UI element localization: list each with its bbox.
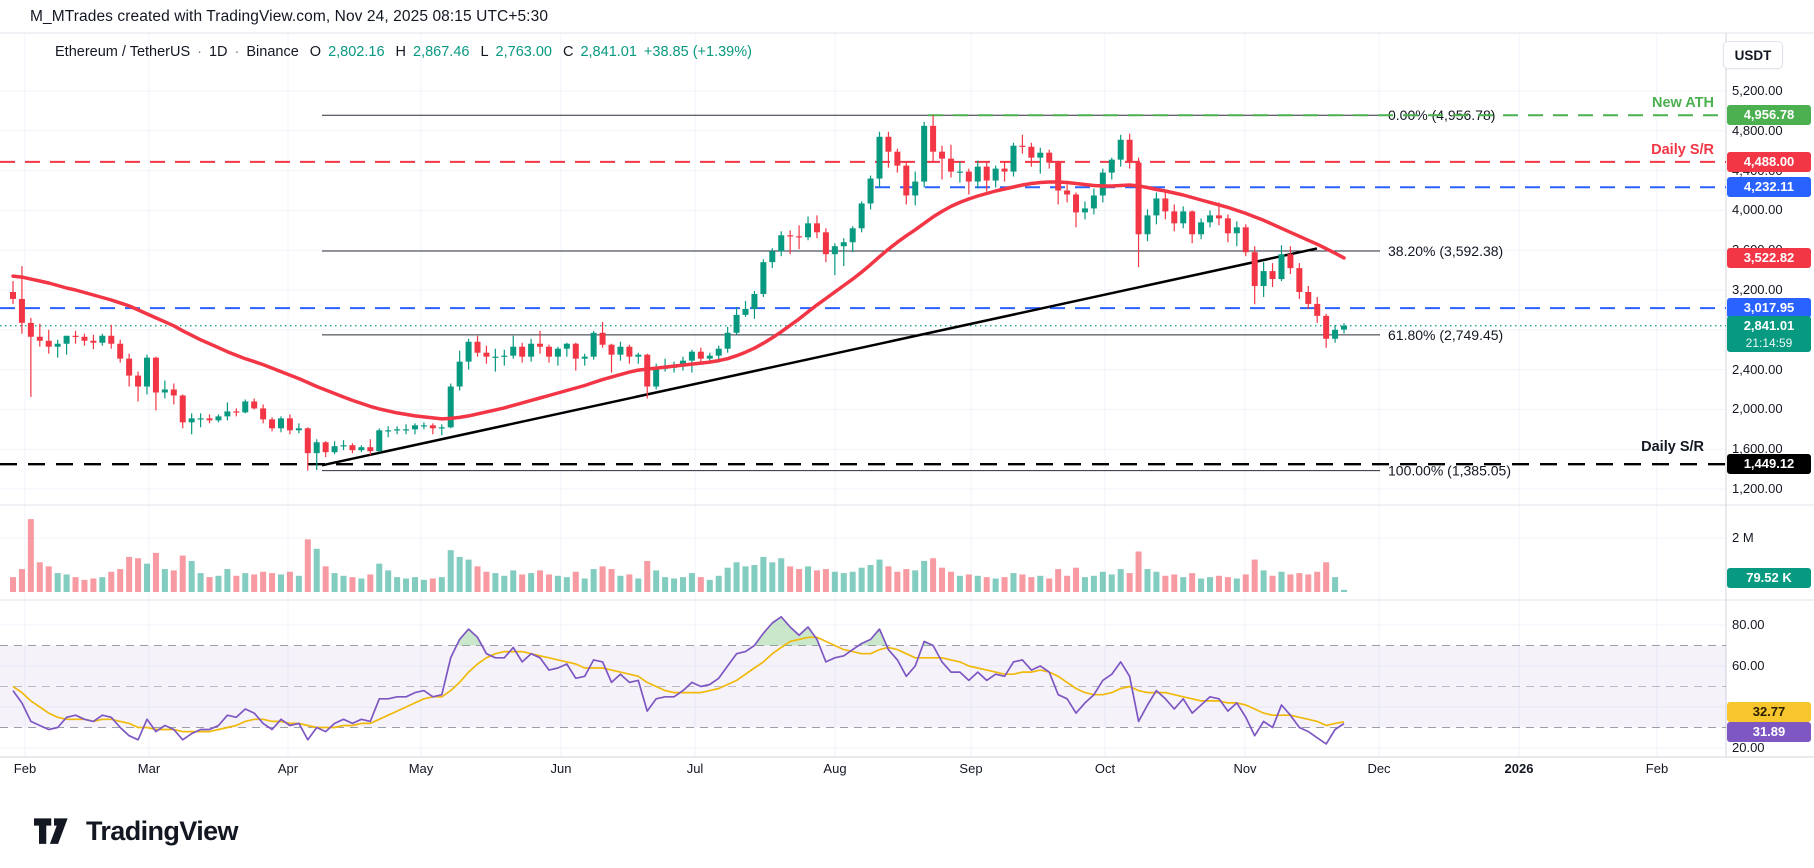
price-badge: 2,841.01 21:14:59 bbox=[1727, 315, 1811, 352]
volume-axis-label[interactable]: 2 M bbox=[1732, 530, 1754, 545]
time-axis-label[interactable]: 2026 bbox=[1504, 761, 1534, 776]
time-axis-label[interactable]: Jul bbox=[686, 761, 704, 776]
fib-label: 61.80% (2,749.45) bbox=[1388, 327, 1503, 343]
high-label: H bbox=[395, 44, 406, 60]
time-axis-label[interactable]: Feb bbox=[1645, 761, 1669, 776]
time-axis-label[interactable]: Sep bbox=[959, 761, 983, 776]
symbol-name[interactable]: Ethereum / TetherUS bbox=[55, 44, 191, 60]
fib-label: 100.00% (1,385.05) bbox=[1388, 463, 1511, 479]
time-axis-label[interactable]: Jun bbox=[550, 761, 572, 776]
interval-label[interactable]: 1D bbox=[208, 44, 228, 60]
high-value: 2,867.46 bbox=[413, 44, 470, 60]
low-value: 2,763.00 bbox=[495, 44, 552, 60]
time-axis-label[interactable]: Aug bbox=[823, 761, 847, 776]
time-axis-label[interactable]: Dec bbox=[1367, 761, 1391, 776]
legend-separator: · bbox=[197, 44, 202, 60]
price-axis-label[interactable]: 4,000.00 bbox=[1732, 202, 1783, 218]
time-axis-label[interactable]: Apr bbox=[277, 761, 299, 776]
daily-sr-upper-label: Daily S/R bbox=[1651, 142, 1714, 158]
volume-badge: 79.52 K bbox=[1727, 568, 1811, 588]
tradingview-logo[interactable]: TradingView bbox=[34, 816, 239, 847]
price-axis-label[interactable]: 2,000.00 bbox=[1732, 401, 1783, 417]
rsi-axis-label[interactable]: 20.00 bbox=[1732, 740, 1765, 755]
symbol-legend[interactable]: Ethereum / TetherUS · 1D · Binance O 2,80… bbox=[55, 44, 752, 60]
price-axis-label[interactable]: 1,200.00 bbox=[1732, 481, 1783, 496]
attribution-text: M_MTrades created with TradingView.com, … bbox=[30, 8, 549, 25]
currency-toggle-button[interactable]: USDT bbox=[1723, 41, 1783, 69]
tradingview-logo-icon bbox=[34, 817, 68, 844]
rsi-axis-label[interactable]: 60.00 bbox=[1732, 658, 1765, 673]
price-axis-label[interactable]: 3,200.00 bbox=[1732, 282, 1783, 297]
price-axis-label[interactable]: 5,200.00 bbox=[1732, 83, 1783, 98]
price-axis-label[interactable]: 1,600.00 bbox=[1732, 441, 1783, 457]
open-label: O bbox=[309, 44, 322, 60]
price-badge: 4,488.00 bbox=[1727, 151, 1811, 172]
time-axis-label[interactable]: Feb bbox=[13, 761, 37, 776]
time-axis-label[interactable]: May bbox=[408, 761, 434, 776]
rsi-axis-label[interactable]: 80.00 bbox=[1732, 617, 1765, 632]
time-axis-label[interactable]: Nov bbox=[1233, 761, 1257, 776]
price-badge: 4,232.11 bbox=[1727, 177, 1811, 198]
fib-label: 38.20% (3,592.38) bbox=[1388, 243, 1503, 259]
price-badge: 1,449.12 bbox=[1727, 454, 1811, 475]
close-label: C bbox=[562, 44, 574, 60]
open-value: 2,802.16 bbox=[328, 44, 385, 60]
rsi-ma-badge: 32.77 bbox=[1727, 702, 1811, 722]
rsi-badge: 31.89 bbox=[1727, 722, 1811, 742]
daily-sr-lower-label: Daily S/R bbox=[1641, 439, 1704, 455]
time-axis-label[interactable]: Mar bbox=[137, 761, 161, 776]
change-value: +38.85 (+1.39%) bbox=[643, 44, 752, 60]
legend-separator: · bbox=[234, 44, 240, 60]
exchange-label: Binance bbox=[246, 44, 299, 60]
price-axis-label[interactable]: 2,400.00 bbox=[1732, 361, 1783, 377]
new-ath-label: New ATH bbox=[1651, 95, 1714, 111]
time-axis-label[interactable]: Oct bbox=[1094, 761, 1116, 776]
close-value: 2,841.01 bbox=[580, 44, 637, 60]
low-label: L bbox=[480, 44, 489, 60]
price-badge: 3,522.82 bbox=[1727, 247, 1811, 268]
price-axis-label[interactable]: 4,800.00 bbox=[1732, 122, 1783, 138]
tradingview-logo-text: TradingView bbox=[86, 816, 239, 846]
price-badge: 3,017.95 bbox=[1727, 298, 1811, 319]
price-badge: 4,956.78 bbox=[1727, 105, 1811, 126]
